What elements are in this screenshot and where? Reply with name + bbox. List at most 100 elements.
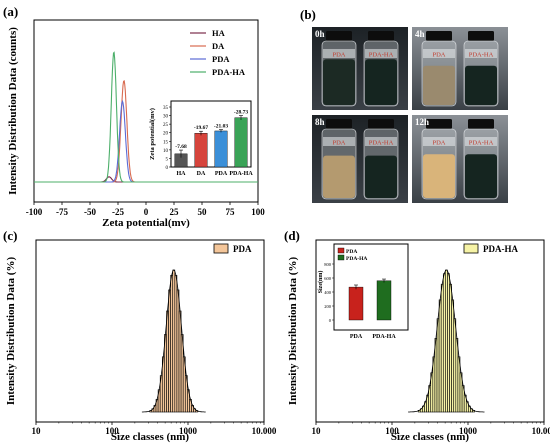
vial-label: PDA (332, 140, 345, 147)
zeta-inset-category-label: PDA (215, 171, 228, 177)
vial-cap (426, 119, 452, 129)
size-inset-y-label: Size(nm) (317, 271, 324, 294)
zeta-x-ticks: -100 -75 -50 -25 0 25 50 75 100 (26, 181, 265, 217)
zeta-inset-y-label: Zeta potential(mv) (149, 108, 156, 160)
pda-ha-histogram-bar (442, 273, 446, 413)
zeta-inset-data-label: -19.67 (194, 125, 208, 131)
zeta-inset-category-label: PDA-HA (229, 171, 253, 177)
vial-label-strip (465, 137, 497, 146)
pda-ha-fit-curve (408, 269, 485, 413)
size-inset-bar (376, 280, 392, 321)
zeta-chart: Intensity Distribution Data (counts) Zet… (7, 19, 265, 229)
vial-liquid (323, 59, 355, 105)
size-inset-bars: PDA PDA-HA (348, 278, 396, 340)
vial-label-strip (465, 49, 497, 58)
zeta-series-line (34, 176, 258, 183)
vial-label-strip (365, 137, 397, 146)
pda-x-tick-label: 10.000 (252, 426, 277, 436)
vial-label: PDA-HA (469, 140, 494, 147)
vial-label-strip (365, 49, 397, 58)
zeta-legend-label: DA (212, 41, 225, 51)
pda-legend: PDA (213, 243, 252, 254)
vial-liquid (323, 155, 355, 198)
size-inset-category-label: PDA-HA (372, 334, 396, 340)
zeta-x-tick-label: -50 (84, 207, 96, 217)
pda-histogram-bar (172, 269, 176, 413)
pda-ha-histogram-bar (453, 318, 457, 413)
pda-ha-x-tick-label: 10 (312, 426, 322, 436)
zeta-series-line (34, 51, 258, 183)
zeta-x-tick-label: 75 (226, 207, 236, 217)
zeta-series (34, 51, 258, 183)
zeta-inset-y-tick-label: 5 (166, 157, 169, 162)
zeta-x-tick-label: 0 (144, 207, 149, 217)
panel-label-b: (b) (300, 7, 316, 22)
vial-cap (468, 119, 494, 129)
pda-histogram-bar (166, 310, 169, 413)
vial-label: PDA (332, 52, 345, 59)
zeta-inset-y-tick-label: 15 (163, 140, 169, 145)
pda-x-tick-label: 10 (32, 426, 42, 436)
size-inset-legend: PDA PDA-HA (337, 247, 367, 262)
zeta-inset-bars: -7.68 HA -19.67 DA -21.03 PDA -28.73 PDA-HA (174, 110, 253, 177)
vial-photo-12h: PDA PDA-HA 12h (412, 115, 508, 203)
vial-label-strip (323, 137, 355, 146)
vial-photo-time-label: 12h (415, 117, 430, 127)
pda-ha-legend-label: PDA-HA (483, 244, 518, 254)
vials: PDA PDA-HA (321, 119, 399, 200)
size-inset-y-tick-label: 600 (324, 276, 332, 281)
pda-x-tick-label: 100 (105, 426, 119, 436)
zeta-inset-data-label: -21.03 (214, 124, 228, 130)
pda-legend-label: PDA (233, 244, 252, 254)
vial-cap (468, 31, 494, 41)
vial-cap (326, 119, 352, 129)
vials: PDA PDA-HA (421, 119, 499, 200)
pda-histogram-bar (178, 310, 182, 413)
pda-histogram-bar (170, 274, 174, 413)
zeta-x-tick-label: 50 (198, 207, 208, 217)
zeta-inset-y-tick-label: 10 (163, 149, 169, 154)
vials: PDA PDA-HA (421, 31, 499, 107)
zeta-y-axis-label: Intensity Distribution Data (counts) (7, 27, 19, 195)
size-inset-y-tick-label: 0 (329, 318, 332, 323)
vial-label-strip (423, 49, 455, 58)
size-inset-frame (333, 243, 409, 331)
pda-ha-x-tick-label: 1000 (459, 426, 478, 436)
vial-label: PDA-HA (369, 52, 394, 59)
zeta-inset-category-label: DA (197, 171, 206, 177)
zeta-inset-bar (194, 133, 208, 168)
zeta-x-tick-label: 100 (251, 207, 265, 217)
pda-x-axis-label: Size classes (nm) (111, 431, 190, 443)
pda-ha-size-chart: Intensity Distribution Data (%) Size cla… (287, 239, 550, 443)
vial-label: PDA-HA (369, 140, 394, 147)
size-inset-legend-label-pda-ha: PDA-HA (346, 256, 367, 262)
pda-plot-frame (35, 239, 265, 423)
zeta-inset-category-label: HA (177, 171, 187, 177)
pda-ha-histogram-bar (451, 299, 455, 413)
panel-label-c: (c) (3, 228, 17, 243)
size-inset-y-ticks: 0 200 400 600 800 (324, 262, 334, 323)
zeta-x-tick-label: -100 (26, 207, 43, 217)
size-inset-y-tick-label: 400 (324, 290, 332, 295)
pda-ha-legend-swatch (463, 243, 479, 254)
zeta-legend-label: PDA-HA (212, 67, 246, 77)
vial-label-strip (323, 49, 355, 58)
vials: PDA PDA-HA (321, 31, 399, 107)
zeta-inset-y-tick-label: 35 (163, 106, 169, 111)
vial-label-strip (423, 137, 455, 146)
vial-label: PDA-HA (469, 52, 494, 59)
pda-histogram-bar (174, 274, 178, 413)
panel-label-d: (d) (284, 228, 300, 243)
zeta-inset-bar (234, 117, 248, 168)
vial-photo-time-label: 0h (315, 29, 325, 39)
zeta-x-tick-label: 25 (170, 207, 180, 217)
vial-photo-time-label: 4h (415, 29, 425, 39)
pda-x-ticks: 10 100 1000 10.000 (32, 422, 277, 436)
pda-ha-x-ticks: 10 100 1000 10.000 (312, 422, 550, 436)
zeta-inset-y-tick-label: 20 (163, 132, 169, 137)
vial-cap (426, 31, 452, 41)
pda-y-axis-label: Intensity Distribution Data (%) (5, 257, 17, 406)
pda-histogram-bars (149, 269, 199, 413)
zeta-legend-label: HA (212, 28, 226, 38)
